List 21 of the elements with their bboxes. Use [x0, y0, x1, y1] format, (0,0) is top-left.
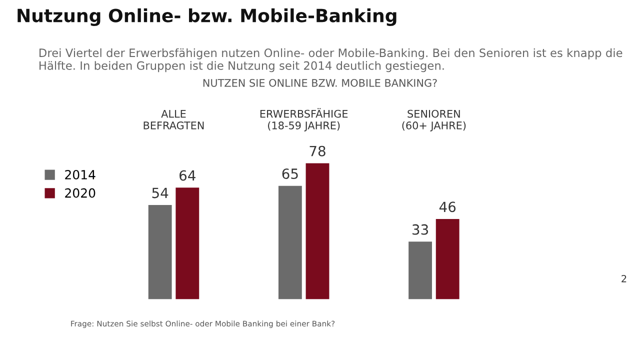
bar: [278, 186, 302, 300]
bar: [408, 242, 432, 300]
legend-label: 2020: [65, 188, 96, 198]
data-label: 78: [310, 146, 326, 156]
x-tick-label: SENIOREN (60+ JAHRE): [402, 110, 466, 132]
chart-title: Nutzung Online- bzw. Mobile-Banking: [18, 8, 396, 26]
text: NUTZEN SIE ONLINE BZW. MOBILE BANKING?: [203, 78, 437, 87]
data-label: 33: [412, 224, 428, 235]
data-label: 65: [282, 168, 298, 180]
chart-subtitle: Drei Viertel der Erwerbsfähigen nutzen Online- oder Mobile-Banking. Bei den Senioren ist es knapp die Hälfte. In beiden Gruppen ist die Nutzung seit 2014 deutlich gestiegen.: [40, 48, 622, 72]
data-label: 46: [439, 202, 456, 212]
x-tick-label: ALLE BEFRAGTEN: [144, 110, 204, 130]
text: 2: [622, 274, 626, 282]
data-label: 64: [180, 170, 196, 181]
data-label: 54: [152, 188, 168, 198]
legend-label: 2014: [65, 170, 96, 180]
bar: [148, 205, 172, 300]
bar: [436, 218, 460, 300]
x-tick-label: ERWERBSFÄHIGE (18-59 JAHRE): [260, 108, 348, 132]
bar: [176, 188, 200, 300]
bar: [306, 163, 330, 300]
